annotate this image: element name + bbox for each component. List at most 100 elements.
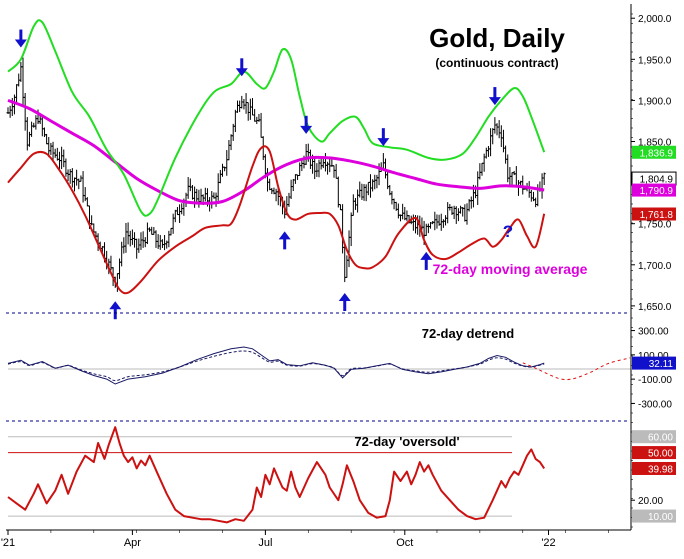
price-bar [349,212,353,247]
price-bar [210,191,214,209]
price-bar [446,202,450,224]
price-bar [347,230,351,268]
price-last-value-label-box [632,207,676,221]
x-tick-label: Jul [258,537,272,549]
oversold-annotation: 72-day 'oversold' [354,434,459,449]
price-bar [482,153,486,172]
price-bar [118,258,122,279]
up-arrow-icon [278,231,291,250]
x-tick-label: '21 [1,537,15,549]
price-bar [128,230,132,247]
price-bar [452,205,456,220]
up-arrow-icon-head [338,293,351,302]
right-axis-layer: 2,000.01,950.01,900.01,850.01,800.01,750… [1,4,677,549]
price-bar [469,196,473,209]
price-bar [32,122,36,128]
price-bar [368,174,372,198]
price-bar [238,100,242,113]
oversold-reference-label-box [632,509,676,523]
price-bar [21,57,25,107]
up-arrow-icon [338,293,351,312]
detrend-last-value-label: 32.11 [649,359,674,370]
price-bar [364,184,368,202]
price-bar [152,227,156,235]
price-bar [373,174,377,190]
down-arrow-icon-head [300,125,313,134]
up-arrow-icon [109,301,122,320]
question-mark: ? [503,222,513,241]
price-bar [259,112,263,138]
up-arrow-icon-head [109,301,122,310]
price-bar [242,99,246,110]
price-bar [319,158,323,170]
price-bar [77,178,81,190]
price-last-value-label-box [632,183,676,197]
price-last-value-label: 1,790.9 [640,186,674,197]
price-bar [49,142,53,156]
price-y-tick-label: 1,900.0 [638,96,672,107]
price-last-value-label: 1,804.9 [640,175,674,186]
price-bar [190,184,194,200]
price-last-value-label: 1,761.8 [640,210,674,221]
price-bar [514,166,518,188]
detrend-annotation: 72-day detrend [422,326,515,341]
price-bar [248,98,252,120]
up-arrow-icon-head [278,231,291,240]
price-bar [64,158,68,177]
price-bar [19,62,23,82]
up-arrow-icon-head [420,251,433,260]
price-bar [351,194,355,216]
price-last-value-label: 1,836.9 [640,148,674,159]
price-bar [266,168,270,192]
lower-band-line [7,145,546,295]
down-arrow-icon-head [14,39,27,48]
down-arrow-icon [300,115,313,134]
price-bar [220,163,224,177]
up-arrow-icon [420,251,433,270]
price-bar [8,105,12,118]
price-bar [233,109,237,133]
price-bar [173,209,177,223]
detrend-y-tick-label: 100.00 [638,351,669,362]
oversold-y-tick-label: 20.00 [638,496,663,507]
upper-band-line [7,19,546,217]
price-bar [381,153,385,170]
price-bar [229,134,233,151]
price-bar [516,180,520,196]
price-bar [338,204,342,211]
price-bar [444,215,448,226]
price-bar [235,100,239,113]
down-arrow-icon [488,87,501,106]
price-y-tick-label: 1,700.0 [638,261,672,272]
price-y-tick-label: 1,850.0 [638,138,672,149]
72-day-moving-average-line [7,98,545,205]
indicator-lines-layer [7,19,631,524]
price-bar [289,179,293,200]
price-bar [145,222,149,245]
price-bar [356,189,360,213]
chart-subtitle: (continuous contract) [435,56,558,70]
oversold-reference-label-box [632,446,676,460]
price-bar [203,187,207,202]
price-bar [150,226,154,235]
price-bar [478,163,482,180]
detrend-projection-line [522,357,631,381]
oversold-line [7,426,546,524]
price-bar [504,145,508,164]
price-bar [375,174,379,189]
oversold-reference-label-box [632,430,676,444]
down-arrow-icon-head [488,97,501,106]
price-bar [27,131,31,147]
price-bar [253,108,257,122]
price-bar [137,238,141,253]
price-bar [163,235,167,251]
price-bar [323,153,327,172]
oversold-last-value-label-box [632,461,676,475]
price-bar [521,175,525,195]
price-bar [62,149,66,168]
x-tick-label: Apr [124,537,141,549]
oversold-last-value-label: 39.98 [648,464,673,475]
price-bar [45,133,49,145]
price-bar [459,205,463,214]
